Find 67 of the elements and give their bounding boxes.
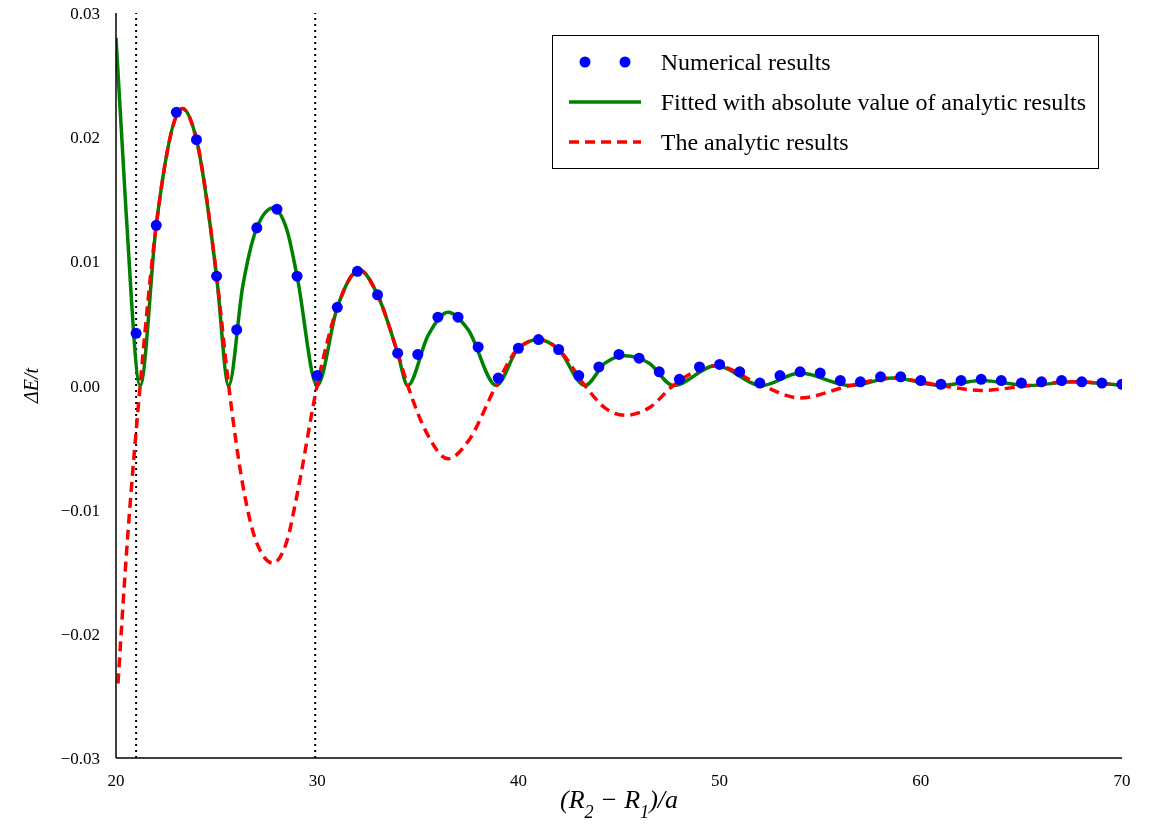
point bbox=[875, 371, 887, 383]
point bbox=[794, 366, 806, 378]
x-tick-label: 60 bbox=[912, 771, 930, 791]
point bbox=[613, 348, 625, 360]
point bbox=[995, 375, 1007, 387]
point bbox=[955, 375, 967, 387]
point bbox=[412, 348, 424, 360]
x-axis-title: (R$_{2}$ − R$_{1}$)/a bbox=[559, 785, 679, 822]
point bbox=[311, 370, 323, 382]
point bbox=[774, 370, 786, 382]
point bbox=[814, 367, 826, 379]
y-tick-label: 0.00 bbox=[70, 376, 100, 396]
point bbox=[452, 311, 464, 323]
point bbox=[251, 222, 263, 234]
point bbox=[653, 366, 665, 378]
point bbox=[372, 289, 384, 301]
point bbox=[915, 375, 927, 387]
point bbox=[714, 358, 726, 370]
x-tick-label: 20 bbox=[107, 771, 125, 791]
point bbox=[1015, 377, 1027, 389]
y-tick-label: 0.03 bbox=[70, 4, 100, 24]
point bbox=[392, 347, 404, 359]
point bbox=[533, 334, 545, 346]
y-tick-label: −0.01 bbox=[60, 500, 100, 520]
point bbox=[351, 265, 363, 277]
point bbox=[190, 134, 202, 146]
x-tick-label: 50 bbox=[711, 771, 729, 791]
point bbox=[492, 372, 504, 384]
point bbox=[673, 373, 685, 385]
point bbox=[553, 343, 565, 355]
point bbox=[1036, 376, 1048, 388]
point bbox=[895, 371, 907, 383]
point bbox=[834, 375, 846, 387]
point bbox=[291, 270, 303, 282]
point bbox=[935, 378, 947, 390]
point bbox=[1056, 375, 1068, 387]
y-tick-label: −0.03 bbox=[60, 749, 100, 769]
point bbox=[693, 361, 705, 373]
point bbox=[975, 373, 987, 385]
point bbox=[754, 377, 766, 389]
legend-label: The analytic results bbox=[660, 128, 849, 155]
point bbox=[271, 203, 283, 215]
y-tick-label: −0.02 bbox=[60, 624, 100, 644]
point bbox=[432, 311, 444, 323]
point bbox=[130, 327, 142, 339]
point bbox=[1076, 376, 1088, 388]
point bbox=[331, 301, 343, 313]
legend-label: Numerical results bbox=[660, 48, 831, 75]
point bbox=[633, 352, 645, 364]
point bbox=[573, 370, 585, 382]
point bbox=[231, 324, 243, 336]
x-tick-label: 30 bbox=[308, 771, 326, 791]
point bbox=[1096, 377, 1108, 389]
y-axis-title: ΔE/t bbox=[20, 367, 42, 405]
point bbox=[211, 270, 223, 282]
legend-label: Fitted with absolute value of analytic results bbox=[660, 88, 1086, 115]
point bbox=[150, 219, 162, 231]
point bbox=[170, 106, 182, 118]
point bbox=[593, 361, 605, 373]
point bbox=[472, 341, 484, 353]
x-tick-label: 70 bbox=[1113, 771, 1131, 791]
point bbox=[512, 342, 524, 354]
x-tick-label: 40 bbox=[509, 771, 527, 791]
y-tick-label: 0.01 bbox=[70, 252, 100, 272]
point bbox=[734, 366, 746, 378]
y-tick-label: 0.02 bbox=[70, 128, 100, 148]
point bbox=[854, 376, 866, 388]
